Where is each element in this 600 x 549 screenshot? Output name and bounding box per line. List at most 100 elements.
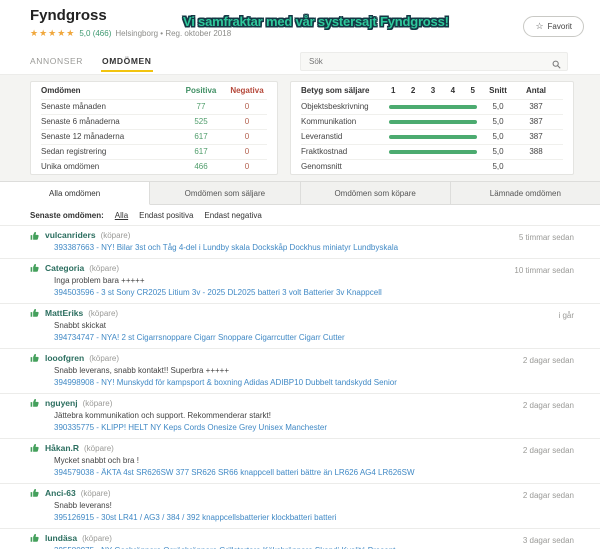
avg-value: 5,0	[492, 162, 504, 171]
star-outline-icon: ☆	[535, 21, 544, 31]
review-timestamp: 2 dagar sedan	[522, 355, 574, 365]
reviewer-role: (köpare)	[89, 263, 120, 273]
filter-alla[interactable]: Alla	[114, 211, 129, 220]
positive-count[interactable]: 617	[194, 147, 208, 156]
avg-value: 5,0	[492, 117, 504, 126]
thumbs-up-icon	[30, 353, 40, 363]
table-row: Kommunikation 5,0 387	[301, 114, 563, 129]
reviewer-username[interactable]: Håkan.R	[45, 442, 80, 453]
reviewer-username[interactable]: Categoria	[45, 262, 85, 273]
reviewer-role: (köpare)	[82, 398, 113, 408]
filter-endast-negativa[interactable]: Endast negativa	[204, 211, 262, 220]
review-item-link[interactable]: 395126915 - 30st LR41 / AG3 / 384 / 392 …	[54, 513, 337, 522]
row-label: Genomsnitt	[301, 162, 342, 171]
review-item-link[interactable]: 395580975 - NY Gasbrännare Ogräsbrännare…	[54, 546, 454, 549]
location-registered-text: Helsingborg • Reg. oktober 2018	[115, 29, 232, 38]
rating-value[interactable]: 5,0 (466)	[79, 29, 112, 38]
review-item-link[interactable]: 393387663 - NY! Bilar 3st och Tåg 4-del …	[54, 243, 399, 252]
review-row: vulcanriders (köpare) 393387663 - NY! Bi…	[0, 225, 600, 258]
positive-count[interactable]: 617	[194, 132, 208, 141]
search-icon[interactable]	[552, 56, 561, 74]
reviewer-username[interactable]: lundäsa	[45, 532, 78, 543]
search-input[interactable]	[300, 52, 568, 71]
avg-value: 5,0	[492, 132, 504, 141]
reviewer-username[interactable]: MattEriks	[45, 307, 84, 318]
review-item-link[interactable]: 394998908 - NY! Munskydd för kampsport &…	[54, 378, 397, 387]
seller-ratings-card: Betyg som säljare 1 2 3 4 5 Snitt Antal …	[290, 81, 574, 175]
positive-count[interactable]: 525	[194, 117, 208, 126]
profile-header: Fyndgross ★★★★★ 5,0 (466) Helsingborg • …	[0, 0, 600, 48]
ratings-footer-row: Genomsnitt 5,0	[301, 159, 563, 174]
table-row: Senaste 12 månaderna 617 0	[41, 129, 267, 144]
review-item-link[interactable]: 390335775 - KLIPP! HELT NY Keps Cords On…	[54, 423, 328, 432]
reviewer-username[interactable]: looofgren	[45, 352, 85, 363]
review-list: vulcanriders (köpare) 393387663 - NY! Bi…	[0, 225, 600, 549]
positive-count[interactable]: 466	[194, 162, 208, 171]
counts-col-positive: Positiva	[185, 86, 217, 95]
reviewer-username[interactable]: vulcanriders	[45, 230, 96, 240]
table-row: Senaste 6 månaderna 525 0	[41, 114, 267, 129]
favorite-button[interactable]: ☆ Favorit	[523, 16, 584, 37]
negative-count[interactable]: 0	[244, 162, 250, 171]
reviewer-role: (köpare)	[88, 308, 119, 318]
table-row: Unika omdömen 466 0	[41, 159, 267, 174]
review-comment: Snabb leverans, snabb kontakt!! Superbra…	[54, 365, 230, 375]
review-timestamp: 3 dagar sedan	[522, 535, 574, 545]
thumbs-up-icon	[30, 398, 40, 408]
reviewer-role: (köpare)	[80, 488, 111, 498]
tab-omdomen[interactable]: OMDÖMEN	[100, 51, 153, 72]
rating-bar-fill	[389, 150, 477, 154]
promo-banner: Vi samfraktar med vår systersajt Fyndgro…	[183, 14, 449, 29]
table-row: Sedan registrering 617 0	[41, 144, 267, 159]
star-rating-icons: ★★★★★	[30, 28, 76, 38]
negative-count[interactable]: 0	[244, 117, 250, 126]
filter-endast-positiva[interactable]: Endast positiva	[139, 211, 194, 220]
review-row: MattEriks (köpare) Snabbt skickat 394734…	[0, 302, 600, 348]
scale-tick: 4	[450, 86, 456, 95]
ratings-col-avg: Snitt	[489, 86, 507, 95]
rating-bar	[389, 120, 477, 124]
review-item-link[interactable]: 394503596 - 3 st Sony CR2025 Litium 3v -…	[54, 288, 382, 297]
row-label: Sedan registrering	[41, 147, 107, 156]
thumbs-up-icon	[30, 308, 40, 318]
tab-omdomen-som-kopare[interactable]: Omdömen som köpare	[300, 182, 451, 205]
review-row: Håkan.R (köpare) Mycket snabbt och bra !…	[0, 437, 600, 483]
counts-col-label: Omdömen	[41, 86, 81, 95]
table-row: Objektsbeskrivning 5,0 387	[301, 99, 563, 114]
negative-count[interactable]: 0	[244, 147, 250, 156]
review-comment: Mycket snabbt och bra !	[54, 455, 139, 465]
profile-nav: ANNONSER OMDÖMEN	[0, 48, 600, 74]
negative-count[interactable]: 0	[244, 102, 250, 111]
tab-alla-omdomen[interactable]: Alla omdömen	[0, 182, 151, 205]
review-row: nguyenj (köpare) Jättebra kommunikation …	[0, 392, 600, 438]
scale-tick: 5	[470, 86, 475, 95]
row-label: Senaste 6 månaderna	[41, 117, 120, 126]
tab-annonser[interactable]: ANNONSER	[30, 56, 83, 66]
reviewer-username[interactable]: nguyenj	[45, 397, 78, 408]
row-label: Objektsbeskrivning	[301, 102, 369, 111]
reviewer-role: (köpare)	[89, 353, 119, 363]
review-item-link[interactable]: 394579038 - ÄKTA 4st SR626SW 377 SR626 S…	[54, 468, 415, 477]
avg-value: 5,0	[492, 102, 504, 111]
ratings-header-row: Betyg som säljare 1 2 3 4 5 Snitt Antal	[301, 82, 563, 99]
reviewer-role: (köpare)	[84, 443, 114, 453]
tab-lamnade-omdomen[interactable]: Lämnade omdömen	[450, 182, 600, 205]
table-row: Leveranstid 5,0 387	[301, 129, 563, 144]
count-value: 387	[529, 102, 543, 111]
page-title: Fyndgross	[30, 7, 107, 24]
filter-label: Senaste omdömen:	[30, 211, 104, 220]
thumbs-up-icon	[30, 231, 40, 241]
review-timestamp: 2 dagar sedan	[522, 490, 574, 500]
reviewer-username[interactable]: Anci-63	[45, 487, 76, 498]
favorite-button-label: Favorit	[547, 22, 572, 31]
review-timestamp: 10 timmar sedan	[514, 265, 574, 275]
ratings-col-label: Betyg som säljare	[301, 86, 370, 95]
review-row: Anci-63 (köpare) Snabb leverans! 3951269…	[0, 482, 600, 528]
review-item-link[interactable]: 394734747 - NYA! 2 st Cigarrsnoppare Cig…	[54, 333, 345, 342]
tab-omdomen-som-saljare[interactable]: Omdömen som säljare	[150, 182, 301, 205]
ratings-scale: 1 2 3 4 5	[389, 86, 477, 96]
negative-count[interactable]: 0	[244, 132, 250, 141]
count-value: 387	[529, 117, 543, 126]
review-timestamp: i går	[558, 310, 574, 320]
positive-count[interactable]: 77	[196, 102, 206, 111]
